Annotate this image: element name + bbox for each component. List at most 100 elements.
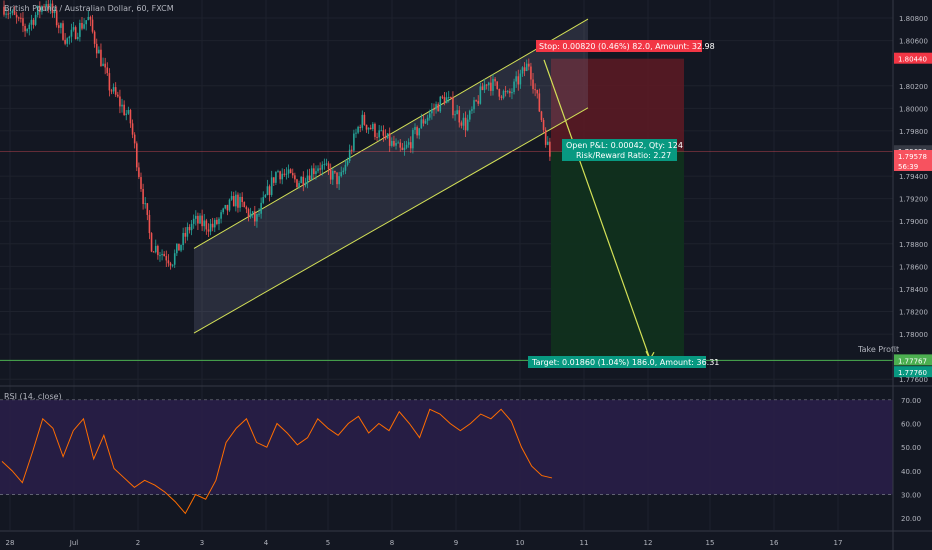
rsi-tick: 60.00 xyxy=(901,421,921,429)
candle-body xyxy=(287,169,290,174)
candle-body xyxy=(475,100,477,102)
candle-body xyxy=(443,97,446,104)
candle-body xyxy=(17,17,20,19)
candle-body xyxy=(498,88,501,97)
candle-body xyxy=(340,172,343,177)
candle-body xyxy=(260,202,262,214)
candle-body xyxy=(266,186,269,195)
candle-body xyxy=(380,130,383,132)
candle-body xyxy=(163,253,165,257)
candle-body xyxy=(76,36,79,40)
candle-body xyxy=(298,183,300,188)
candle-body xyxy=(9,12,12,15)
candle-body xyxy=(239,196,241,208)
candle-body xyxy=(306,175,309,183)
candle-body xyxy=(117,94,119,97)
candle-body xyxy=(235,194,237,207)
channel-lower-line xyxy=(193,107,589,334)
candle-body xyxy=(127,109,130,114)
candle-body xyxy=(279,171,281,180)
target-zone xyxy=(551,151,684,362)
candle-body xyxy=(490,82,492,91)
candle-body xyxy=(165,256,168,261)
symbol-title[interactable]: British Pound / Australian Dollar, 60, F… xyxy=(4,4,174,13)
candle-body xyxy=(186,226,189,237)
candle-body xyxy=(110,90,113,92)
time-tick: 3 xyxy=(200,539,204,547)
candle-body xyxy=(226,204,229,211)
price-tick: 1.80200 xyxy=(899,83,928,91)
candle-body xyxy=(20,17,22,19)
candle-body xyxy=(268,186,271,195)
candle-body xyxy=(365,124,368,130)
candle-body xyxy=(32,19,35,25)
candle-body xyxy=(91,19,94,32)
stop-zone xyxy=(551,58,684,152)
price-tick: 1.78000 xyxy=(899,331,928,339)
candle-body xyxy=(13,10,16,15)
parallel-channel[interactable] xyxy=(193,18,589,334)
candle-body xyxy=(152,251,155,253)
time-tick: 16 xyxy=(770,539,779,547)
candle-body xyxy=(131,123,134,135)
candle-body xyxy=(241,196,243,203)
candle-body xyxy=(30,19,33,25)
candle-body xyxy=(479,86,482,104)
candle-body xyxy=(502,91,505,98)
candle-body xyxy=(336,172,338,185)
time-tick: 15 xyxy=(706,539,715,547)
candle-body xyxy=(216,219,218,224)
candle-body xyxy=(485,84,488,86)
candle-body xyxy=(363,114,366,125)
channel-fill xyxy=(194,19,588,334)
rsi-label[interactable]: RSI (14, close) xyxy=(4,392,62,401)
candle-body xyxy=(49,3,52,10)
candle-body xyxy=(121,104,123,107)
candle-body xyxy=(361,114,364,128)
candle-body xyxy=(416,127,418,136)
arrow-line xyxy=(543,59,651,360)
candle-body xyxy=(272,177,275,183)
candle-body xyxy=(420,119,423,129)
candle-body xyxy=(403,147,406,151)
candle-body xyxy=(296,179,298,188)
candle-body xyxy=(138,167,140,178)
candle-body xyxy=(513,81,515,93)
stop-label-bg xyxy=(536,40,702,52)
candle-body xyxy=(93,31,96,44)
candle-body xyxy=(108,73,111,91)
candle-body xyxy=(523,67,526,72)
candle-body xyxy=(456,110,458,115)
candle-body xyxy=(258,213,260,215)
candle-body xyxy=(148,214,151,234)
candle-body xyxy=(515,76,517,82)
candle-body xyxy=(353,133,355,151)
candle-body xyxy=(184,232,187,237)
candle-body xyxy=(100,49,102,67)
risk-reward-label: Risk/Reward Ratio: 2.27 xyxy=(576,151,671,160)
price-badge-text-tp: 1.77767 xyxy=(898,357,927,365)
candle-body xyxy=(496,81,498,89)
candle-body xyxy=(500,96,503,98)
candle-body xyxy=(182,232,184,246)
candle-body xyxy=(494,78,496,82)
candle-body xyxy=(532,79,534,90)
candle-body xyxy=(409,142,412,149)
price-tick: 1.78200 xyxy=(899,309,928,317)
candle-body xyxy=(256,214,258,222)
candle-body xyxy=(254,211,256,222)
candlestick-series xyxy=(3,0,551,270)
candle-body xyxy=(458,110,461,123)
candle-body xyxy=(3,6,5,15)
candle-body xyxy=(270,177,273,195)
candle-body xyxy=(321,164,324,170)
candle-body xyxy=(74,27,77,40)
candle-body xyxy=(521,67,524,74)
candle-body xyxy=(471,109,473,111)
candle-body xyxy=(173,253,176,265)
candle-body xyxy=(140,177,142,190)
candle-body xyxy=(36,5,39,15)
candle-body xyxy=(447,97,450,99)
candle-body xyxy=(68,36,71,39)
